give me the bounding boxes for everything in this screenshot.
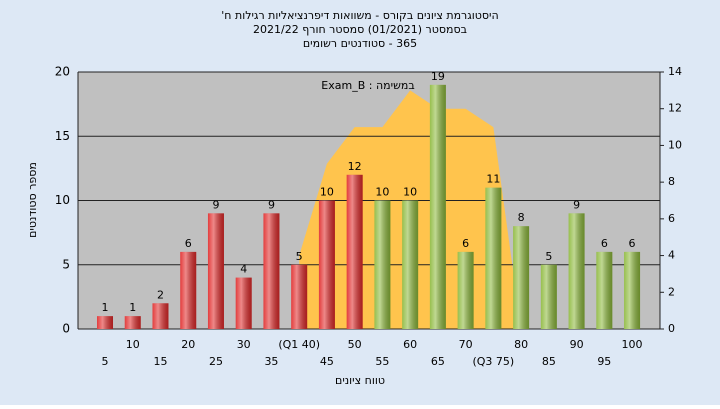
value-label: 6 xyxy=(629,237,636,250)
x-tick-label: 25 xyxy=(209,355,223,368)
value-label: 10 xyxy=(375,186,389,199)
bar-highlight xyxy=(263,213,280,329)
y2-tick-label: 2 xyxy=(668,285,675,298)
value-label: 5 xyxy=(296,250,303,263)
chart-subtitle: בסמסטר (01/2021) סמסטר חורף 2021/22 xyxy=(253,23,467,36)
x-tick-label: (Q1 40) xyxy=(278,338,320,351)
x-tick-label: (Q3 75) xyxy=(472,355,514,368)
chart-subtitle: 365 - סטודנטים רשומים xyxy=(303,37,417,50)
value-label: 12 xyxy=(348,160,362,173)
bar-highlight xyxy=(235,277,252,329)
bar-highlight xyxy=(624,251,641,329)
bar-highlight xyxy=(318,200,335,329)
x-tick-label: 35 xyxy=(264,355,278,368)
x-tick-label: 70 xyxy=(459,338,473,351)
x-tick-label: 65 xyxy=(431,355,445,368)
x-tick-label: 5 xyxy=(102,355,109,368)
bar-highlight xyxy=(485,187,502,329)
bar-highlight xyxy=(152,303,169,329)
value-label: 6 xyxy=(462,237,469,250)
value-label: 1 xyxy=(129,301,136,314)
y-tick-label: 15 xyxy=(55,129,70,143)
y2-tick-label: 14 xyxy=(668,65,682,78)
value-label: 10 xyxy=(403,186,417,199)
bar-highlight xyxy=(207,213,224,329)
x-tick-label: 95 xyxy=(597,355,611,368)
bar-highlight xyxy=(291,264,308,329)
value-label: 2 xyxy=(157,288,164,301)
x-tick-label: 60 xyxy=(403,338,417,351)
bar-highlight xyxy=(97,316,113,329)
x-tick-label: 15 xyxy=(153,355,167,368)
y2-tick-label: 0 xyxy=(668,322,675,335)
value-label: 4 xyxy=(240,263,247,276)
value-label: 6 xyxy=(185,237,192,250)
annotation: Exam_B : במשימה xyxy=(321,79,414,92)
bar-highlight xyxy=(346,174,363,329)
x-tick-label: 85 xyxy=(542,355,556,368)
value-label: 11 xyxy=(486,173,500,186)
bar-highlight xyxy=(513,226,530,329)
y-axis-label: מספר סטודנטים xyxy=(26,162,39,238)
y2-tick-label: 4 xyxy=(668,249,675,262)
value-label: 9 xyxy=(212,198,219,211)
value-label: 10 xyxy=(320,186,334,199)
bar-highlight xyxy=(402,200,419,329)
value-label: 9 xyxy=(268,198,275,211)
y-tick-label: 0 xyxy=(62,322,70,336)
bar-highlight xyxy=(180,251,197,329)
bar-highlight xyxy=(124,316,141,329)
value-label: 8 xyxy=(518,211,525,224)
x-tick-label: 30 xyxy=(237,338,251,351)
bar-highlight xyxy=(596,251,613,329)
y2-tick-label: 10 xyxy=(668,138,682,151)
x-tick-label: 50 xyxy=(348,338,362,351)
x-tick-label: 45 xyxy=(320,355,334,368)
y2-tick-label: 8 xyxy=(668,175,675,188)
x-tick-label: 90 xyxy=(570,338,584,351)
x-axis-label: טווח ציונים xyxy=(335,374,385,387)
y-tick-label: 20 xyxy=(55,65,70,79)
x-tick-label: 55 xyxy=(375,355,389,368)
value-label: 1 xyxy=(102,301,109,314)
value-label: 19 xyxy=(431,70,445,83)
chart-title: היסטוגרמת ציונים בקורס - משוואות דיפרנצי… xyxy=(221,9,498,22)
bar-highlight xyxy=(568,213,585,329)
value-label: 9 xyxy=(573,198,580,211)
y2-tick-label: 6 xyxy=(668,212,675,225)
x-tick-label: 80 xyxy=(514,338,528,351)
bar-highlight xyxy=(374,200,391,329)
value-label: 6 xyxy=(601,237,608,250)
bar-highlight xyxy=(457,251,474,329)
value-label: 5 xyxy=(545,250,552,263)
y-tick-label: 10 xyxy=(55,193,70,207)
x-tick-label: 10 xyxy=(126,338,140,351)
bar-highlight xyxy=(429,84,446,329)
bar-highlight xyxy=(540,264,557,329)
x-tick-label: 100 xyxy=(622,338,643,351)
y-tick-label: 5 xyxy=(62,257,70,271)
y2-tick-label: 12 xyxy=(668,102,682,115)
x-tick-label: 20 xyxy=(181,338,195,351)
